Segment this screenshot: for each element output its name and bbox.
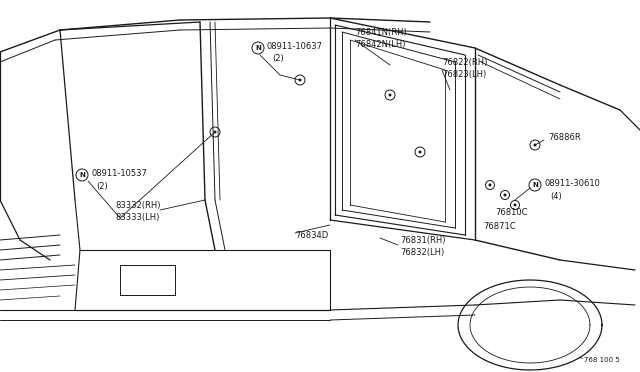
Text: 83333(LH): 83333(LH) — [115, 212, 159, 221]
Text: N: N — [79, 172, 85, 178]
Text: ^768 100 5: ^768 100 5 — [579, 357, 620, 363]
Text: 08911-10537: 08911-10537 — [91, 169, 147, 177]
Circle shape — [534, 144, 536, 147]
Text: (4): (4) — [550, 192, 562, 201]
Text: (2): (2) — [272, 54, 284, 62]
Text: 08911-10637: 08911-10637 — [267, 42, 323, 51]
Text: 83332(RH): 83332(RH) — [115, 201, 161, 209]
Circle shape — [504, 193, 506, 196]
Circle shape — [388, 93, 392, 96]
Text: 76831(RH): 76831(RH) — [400, 235, 445, 244]
Text: 76834D: 76834D — [295, 231, 328, 240]
Circle shape — [488, 183, 492, 186]
Text: N: N — [255, 45, 261, 51]
Text: 76841N(RH): 76841N(RH) — [355, 28, 407, 36]
Text: 76832(LH): 76832(LH) — [400, 247, 444, 257]
Circle shape — [214, 131, 216, 134]
Text: 76810C: 76810C — [495, 208, 527, 217]
Text: N: N — [532, 182, 538, 188]
Text: 76842N(LH): 76842N(LH) — [355, 39, 406, 48]
Circle shape — [298, 78, 301, 81]
Text: 76886R: 76886R — [548, 132, 580, 141]
Text: (2): (2) — [96, 182, 108, 190]
Circle shape — [513, 203, 516, 206]
Text: 76823(LH): 76823(LH) — [442, 70, 486, 78]
Text: 08911-30610: 08911-30610 — [545, 179, 601, 187]
Text: 76822(RH): 76822(RH) — [442, 58, 488, 67]
Circle shape — [419, 151, 422, 154]
Text: 76871C: 76871C — [483, 221, 516, 231]
